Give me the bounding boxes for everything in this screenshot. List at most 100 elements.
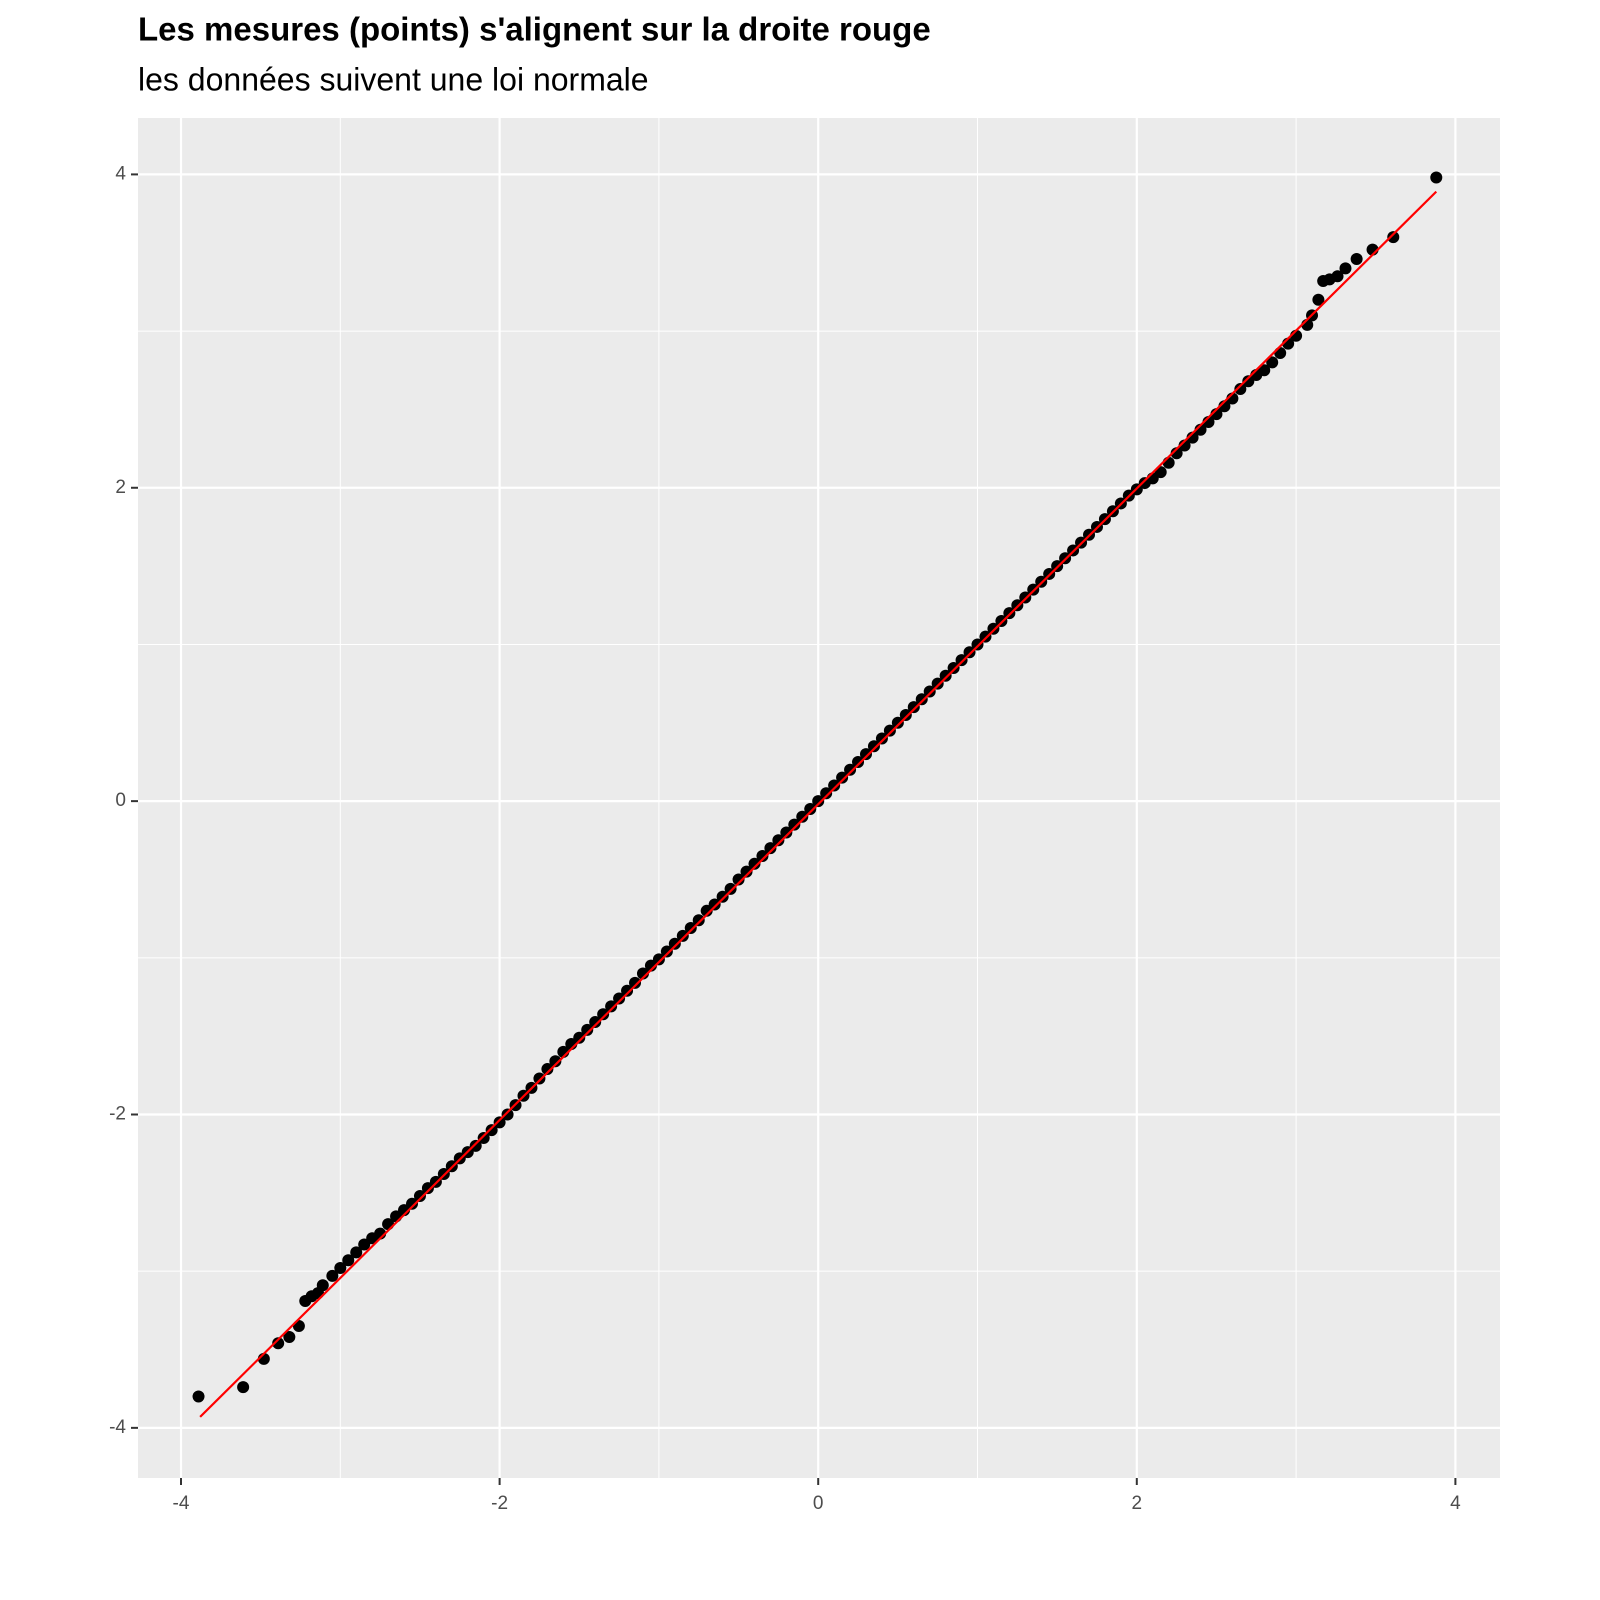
point — [708, 898, 721, 911]
point — [413, 1189, 426, 1202]
point — [272, 1337, 285, 1350]
point — [1258, 364, 1271, 377]
x-tick-label: 2 — [1132, 1493, 1143, 1514]
point — [533, 1072, 546, 1085]
point — [629, 976, 642, 989]
point — [891, 716, 904, 729]
point — [237, 1381, 250, 1394]
point — [676, 929, 689, 942]
point — [963, 646, 976, 659]
point — [1339, 262, 1352, 275]
point — [756, 849, 769, 862]
point — [780, 826, 793, 839]
y-tick-label: -2 — [109, 1104, 126, 1125]
point — [907, 701, 920, 714]
point — [859, 748, 872, 761]
point — [939, 669, 952, 682]
point — [923, 685, 936, 698]
point — [724, 882, 737, 895]
point — [477, 1132, 490, 1144]
point — [740, 865, 753, 878]
point — [899, 708, 912, 721]
point — [316, 1279, 329, 1292]
point — [581, 1023, 594, 1036]
point — [501, 1108, 514, 1121]
point — [732, 873, 745, 886]
point — [867, 740, 880, 753]
point — [597, 1008, 610, 1021]
point — [1387, 231, 1400, 244]
point — [1274, 347, 1287, 360]
point — [652, 953, 665, 966]
point — [350, 1246, 363, 1259]
point — [955, 654, 968, 667]
point — [915, 693, 928, 706]
point — [485, 1124, 498, 1137]
point — [493, 1116, 506, 1129]
point — [947, 661, 960, 674]
point — [405, 1197, 418, 1210]
point — [326, 1269, 339, 1282]
point — [716, 890, 729, 903]
point — [836, 771, 849, 784]
point — [573, 1031, 586, 1044]
point — [875, 732, 888, 745]
x-tick-label: 4 — [1450, 1493, 1461, 1514]
point — [660, 945, 673, 958]
point — [1011, 599, 1024, 612]
point — [812, 795, 825, 808]
point — [820, 787, 833, 800]
point — [1178, 439, 1191, 452]
point — [342, 1254, 355, 1267]
point — [334, 1262, 347, 1275]
point — [971, 638, 984, 651]
chart-title: Les mesures (points) s'alignent sur la d… — [138, 11, 931, 48]
point — [979, 630, 992, 643]
point — [931, 677, 944, 690]
reference-line — [199, 190, 1438, 1418]
point — [1266, 356, 1279, 369]
point — [852, 755, 865, 768]
point — [684, 922, 697, 935]
point — [469, 1139, 482, 1152]
point — [1162, 456, 1175, 469]
point — [1186, 431, 1199, 444]
point — [995, 614, 1008, 627]
point — [1430, 171, 1443, 184]
point — [283, 1330, 296, 1343]
point — [541, 1063, 554, 1076]
point — [621, 984, 634, 997]
point — [589, 1016, 602, 1029]
x-tick-label: 0 — [813, 1493, 824, 1514]
point — [668, 937, 681, 950]
point — [804, 802, 817, 815]
point — [796, 810, 809, 823]
x-tick-label: -2 — [491, 1493, 508, 1514]
point — [844, 763, 857, 776]
point — [1350, 253, 1363, 266]
point — [692, 914, 705, 927]
point — [1234, 383, 1247, 396]
y-tick-label: -4 — [109, 1417, 126, 1438]
point — [192, 1390, 205, 1403]
x-tick-label: -4 — [173, 1493, 190, 1514]
point — [549, 1055, 562, 1068]
point — [748, 857, 761, 870]
point — [1003, 607, 1016, 620]
chart-subtitle: les données suivent une loi normale — [138, 61, 649, 97]
y-tick-label: 0 — [115, 790, 126, 811]
point — [1170, 447, 1183, 460]
point — [1331, 270, 1344, 283]
point — [764, 842, 777, 855]
y-tick-label: 4 — [115, 163, 126, 184]
point — [883, 724, 896, 737]
point — [1312, 293, 1325, 306]
point — [772, 834, 785, 847]
point — [613, 992, 626, 1005]
point — [987, 622, 1000, 635]
point — [605, 1000, 618, 1013]
point — [828, 779, 841, 792]
point — [788, 818, 801, 831]
